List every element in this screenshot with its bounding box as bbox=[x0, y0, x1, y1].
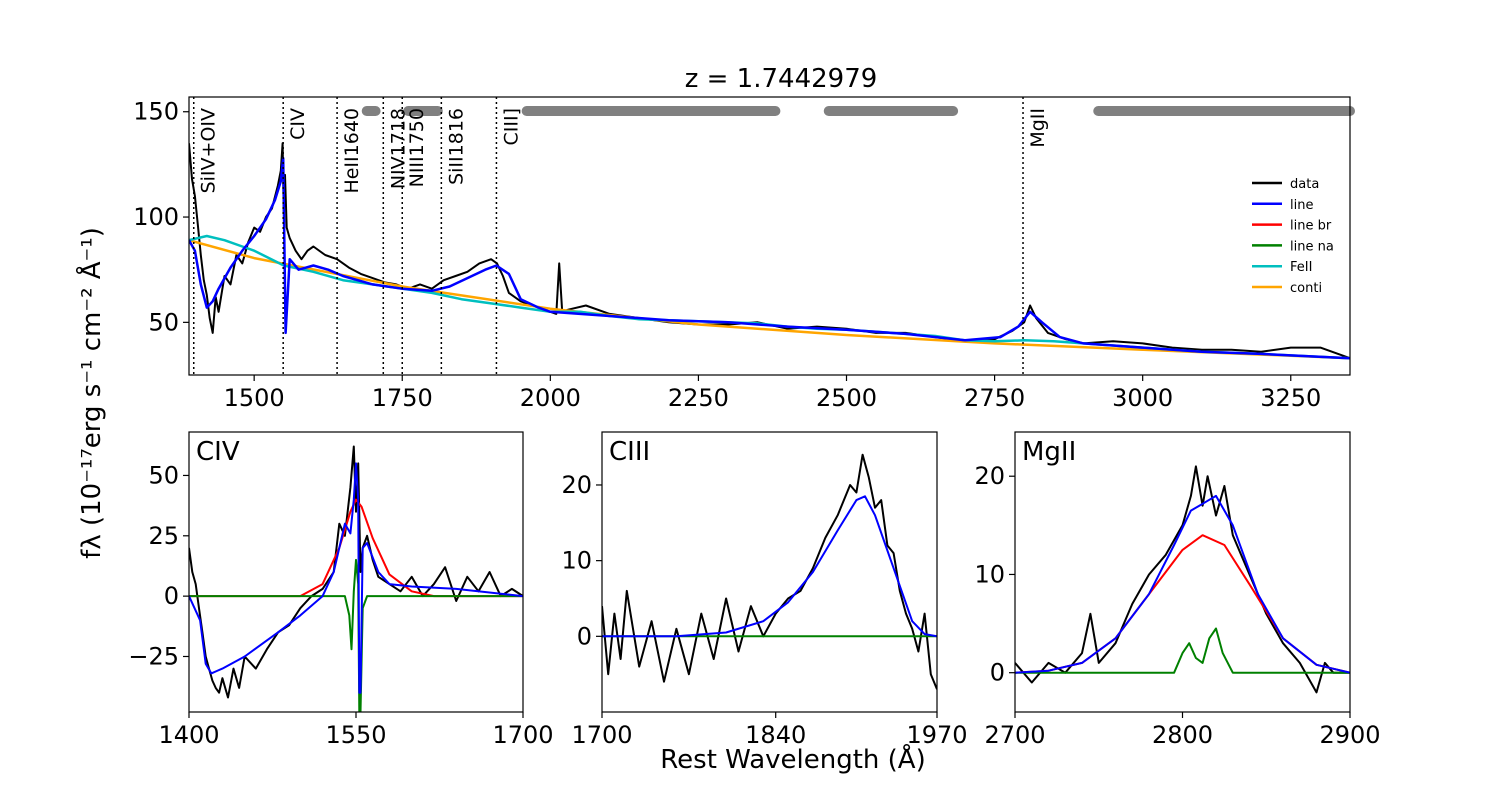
plot-area bbox=[602, 453, 937, 690]
line-series-line bbox=[189, 462, 523, 694]
line-marker-label: CIII] bbox=[500, 108, 522, 146]
x-tick-label: 1750 bbox=[372, 384, 433, 412]
y-tick-label: 10 bbox=[561, 547, 592, 575]
x-tick-label: 2900 bbox=[1319, 721, 1380, 749]
panel-title: MgII bbox=[1022, 437, 1076, 467]
legend-entry: line br bbox=[1290, 219, 1332, 234]
mgii-zoom-panel: MgII 2700 2800 2900 0 10 20 bbox=[974, 431, 1381, 749]
line-marker-label: NIV1718 bbox=[387, 108, 409, 189]
plot-area bbox=[1015, 465, 1350, 694]
data-series-line bbox=[189, 445, 523, 699]
civ-zoom-panel: CIV 1400 1550 1700 −25 0 25 50 bbox=[128, 431, 554, 749]
plot-area bbox=[189, 445, 523, 712]
x-tick-label: 3000 bbox=[1112, 384, 1173, 412]
x-tick-label: 1700 bbox=[492, 721, 553, 749]
line-marker-label: MgII bbox=[1027, 108, 1049, 148]
line-marker-label: SiIV+OIV bbox=[198, 108, 220, 193]
y-tick-label: 25 bbox=[148, 522, 179, 550]
line-series-line bbox=[1015, 494, 1350, 674]
y-tick-label: 150 bbox=[133, 98, 179, 126]
legend: data line line br line na FeII conti bbox=[1252, 177, 1334, 296]
x-tick-label: 2250 bbox=[668, 384, 729, 412]
legend-entry: conti bbox=[1290, 281, 1322, 296]
line-br-series-line bbox=[189, 498, 523, 598]
x-tick-label: 1500 bbox=[224, 384, 285, 412]
legend-entry: data bbox=[1290, 177, 1319, 192]
y-tick-label: 20 bbox=[974, 462, 1005, 490]
x-tick-label: 1840 bbox=[745, 721, 806, 749]
x-tick-label: 2750 bbox=[964, 384, 1025, 412]
line-marker-label: NIII1750 bbox=[406, 108, 428, 187]
y-tick-label: 20 bbox=[561, 471, 592, 499]
axes-frame bbox=[188, 96, 1351, 376]
y-tick-label: 100 bbox=[133, 203, 179, 231]
line-series-line bbox=[189, 156, 1350, 360]
y-tick-label: 50 bbox=[148, 308, 179, 336]
y-tick-label: −25 bbox=[128, 642, 179, 670]
x-tick-label: 2700 bbox=[984, 721, 1045, 749]
x-tick-label: 2800 bbox=[1152, 721, 1213, 749]
legend-entry: FeII bbox=[1290, 260, 1312, 275]
line-na-series-line bbox=[1015, 627, 1350, 674]
x-tick-label: 2500 bbox=[816, 384, 877, 412]
y-tick-label: 0 bbox=[164, 582, 179, 610]
feii-series-line bbox=[189, 234, 1350, 360]
figure-title: z = 1.7442979 bbox=[685, 64, 878, 94]
legend-entry: line bbox=[1290, 198, 1313, 213]
x-tick-label: 3250 bbox=[1260, 384, 1321, 412]
line-marker-label: HeII1640 bbox=[341, 108, 363, 194]
x-tick-label: 1700 bbox=[571, 721, 632, 749]
y-axis-label: fλ (10⁻¹⁷erg s⁻¹ cm⁻² Å⁻¹) bbox=[75, 227, 107, 559]
data-series-line bbox=[602, 453, 937, 690]
data-series-line bbox=[1015, 465, 1350, 694]
panel-title: CIII bbox=[609, 437, 650, 467]
y-tick-label: 10 bbox=[974, 560, 1005, 588]
line-marker-label: SiII1816 bbox=[445, 108, 467, 185]
x-tick-label: 1970 bbox=[906, 721, 967, 749]
ciii-zoom-panel: CIII 1700 1840 1970 0 10 20 bbox=[561, 431, 968, 749]
line-marker-label: CIV bbox=[287, 108, 309, 140]
panel-title: CIV bbox=[196, 437, 240, 467]
x-tick-label: 2000 bbox=[520, 384, 581, 412]
plot-area bbox=[189, 142, 1350, 360]
conti-series-line bbox=[189, 238, 1350, 360]
axes-frame bbox=[601, 431, 938, 713]
y-tick-label: 50 bbox=[148, 461, 179, 489]
x-tick-label: 1400 bbox=[158, 721, 219, 749]
x-tick-label: 1550 bbox=[325, 721, 386, 749]
line-na-series-line bbox=[189, 558, 523, 712]
x-axis-label: Rest Wavelength (Å) bbox=[660, 743, 925, 775]
y-tick-label: 0 bbox=[990, 659, 1005, 687]
legend-entry: line na bbox=[1290, 239, 1334, 254]
line-series-line bbox=[602, 495, 937, 638]
y-tick-label: 0 bbox=[577, 622, 592, 650]
axes-frame bbox=[1014, 431, 1351, 713]
